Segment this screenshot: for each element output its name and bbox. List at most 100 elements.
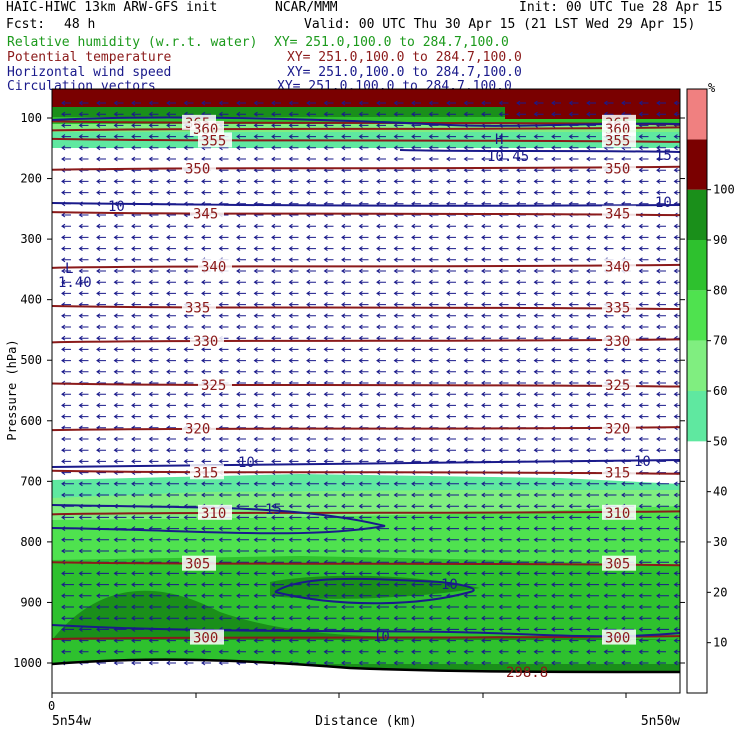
wind-vector xyxy=(498,626,512,632)
wind-vector xyxy=(586,346,596,352)
wind-vector xyxy=(656,111,666,117)
wind-vector xyxy=(586,358,596,364)
wind-vector xyxy=(358,190,369,196)
wind-speed-label: 10 xyxy=(373,629,390,645)
wind-vector xyxy=(411,503,424,509)
wind-vector xyxy=(463,156,474,162)
wind-vector xyxy=(673,100,680,106)
colorbar-bin xyxy=(687,391,707,442)
wind-vector xyxy=(411,246,421,252)
wind-vector xyxy=(498,593,512,599)
wind-vector xyxy=(341,324,351,330)
wind-vector xyxy=(673,414,680,420)
wind-vector xyxy=(148,335,159,341)
wind-vector xyxy=(656,447,666,453)
wind-vector xyxy=(516,660,526,666)
wind-vector xyxy=(411,290,421,296)
wind-vector xyxy=(463,481,477,487)
wind-vector xyxy=(358,548,372,554)
wind-vector xyxy=(568,447,579,453)
wind-vector xyxy=(201,458,211,464)
theta-contour-label: 310 xyxy=(605,506,630,522)
wind-vector xyxy=(463,279,474,285)
colorbar-unit: % xyxy=(708,81,716,95)
wind-vector xyxy=(446,223,456,229)
wind-vector xyxy=(183,458,194,464)
wind-vector xyxy=(621,548,634,554)
wind-vector xyxy=(218,649,229,655)
wind-vector xyxy=(673,134,680,140)
wind-vector xyxy=(638,302,649,308)
wind-vector xyxy=(621,414,631,420)
wind-vector xyxy=(288,402,299,408)
wind-vector xyxy=(253,145,264,151)
wind-vector xyxy=(656,134,666,140)
wind-vector xyxy=(131,492,144,498)
wind-vector xyxy=(516,537,529,543)
wind-vector xyxy=(288,604,302,610)
wind-vector xyxy=(586,503,599,509)
wind-vector xyxy=(516,503,529,509)
wind-vector xyxy=(481,145,491,151)
wind-vector xyxy=(201,324,211,330)
forecast-label: Fcst: xyxy=(6,17,46,32)
wind-vector xyxy=(236,324,246,330)
wind-vector xyxy=(271,346,281,352)
theta-contour xyxy=(52,635,680,641)
wind-vector xyxy=(96,548,109,554)
wind-vector xyxy=(428,268,439,274)
wind-speed-contour xyxy=(52,504,386,535)
wind-vector xyxy=(236,134,246,140)
wind-vector xyxy=(113,223,124,229)
wind-vector xyxy=(551,526,564,532)
wind-vector xyxy=(603,537,617,543)
theta-contour-label: 315 xyxy=(193,465,218,481)
wind-vector xyxy=(201,548,214,554)
wind-vector xyxy=(271,257,281,263)
wind-vector xyxy=(96,436,106,442)
wind-vector xyxy=(656,503,669,509)
theta-contour-label: 320 xyxy=(185,422,210,438)
wind-vector xyxy=(96,190,106,196)
wind-vector xyxy=(516,402,526,408)
wind-vector xyxy=(271,234,281,240)
wind-vector xyxy=(393,537,407,543)
wind-vector xyxy=(78,223,89,229)
wind-vector xyxy=(113,582,127,588)
theta-contour xyxy=(52,338,680,344)
wind-vector xyxy=(638,369,649,375)
wind-vector xyxy=(61,279,71,285)
wind-vector xyxy=(586,234,596,240)
wind-vector xyxy=(621,570,634,576)
wind-vector xyxy=(516,234,526,240)
wind-vector xyxy=(533,290,544,296)
wind-vector xyxy=(306,246,316,252)
wind-vector xyxy=(428,369,439,375)
wind-vector xyxy=(516,492,529,498)
wind-vector xyxy=(236,492,249,498)
wind-vector xyxy=(463,100,474,106)
wind-vector xyxy=(463,414,474,420)
wind-vector xyxy=(498,638,509,644)
wind-vector xyxy=(271,335,281,341)
wind-vector xyxy=(306,604,319,610)
wind-vector xyxy=(568,257,579,263)
wind-vector xyxy=(516,156,526,162)
wind-vector xyxy=(376,302,386,308)
wind-vector xyxy=(393,335,404,341)
theta-label-bg xyxy=(602,332,636,348)
wind-vector xyxy=(166,246,176,252)
wind-vector xyxy=(306,100,316,106)
wind-vector xyxy=(96,134,106,140)
wind-vector xyxy=(656,290,666,296)
wind-vector xyxy=(673,279,680,285)
theta-annotation: 298.8 xyxy=(506,665,548,681)
wind-vector xyxy=(61,391,71,397)
wind-vector xyxy=(253,100,264,106)
wind-vector xyxy=(551,492,564,498)
wind-vector xyxy=(393,178,404,184)
wind-vector xyxy=(218,234,229,240)
wind-vector xyxy=(113,481,127,487)
wind-vector xyxy=(516,548,529,554)
wind-vector xyxy=(341,649,351,655)
